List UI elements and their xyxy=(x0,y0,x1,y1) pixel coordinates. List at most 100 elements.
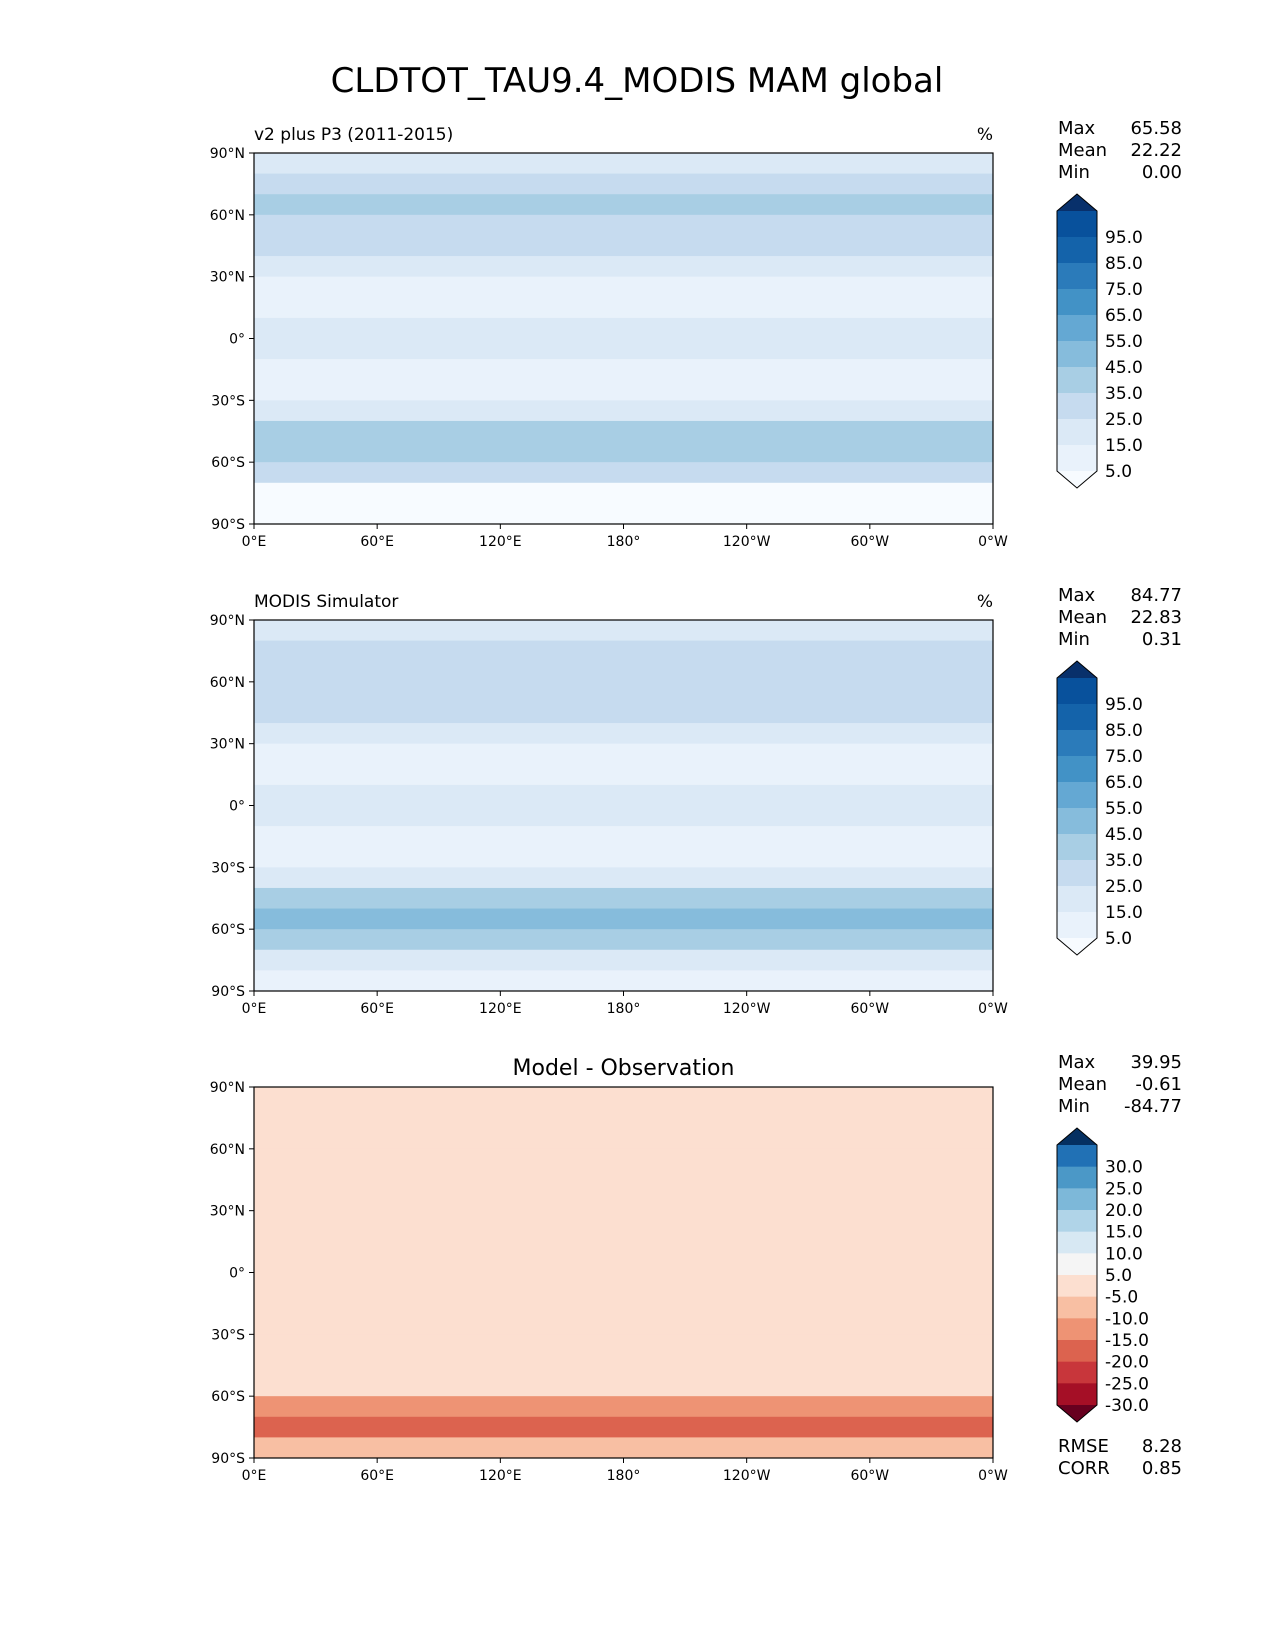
y-tick-label: 60°N xyxy=(210,208,245,224)
colorbar-tick-label: 55.0 xyxy=(1105,799,1143,819)
x-tick-label: 120°W xyxy=(723,1468,771,1484)
stat-label: Max xyxy=(1058,118,1096,139)
colorbar-tick-label: -20.0 xyxy=(1105,1353,1149,1373)
y-tick-label: 0° xyxy=(229,1266,245,1282)
zonal-band xyxy=(254,503,993,524)
colorbar-segment xyxy=(1057,1210,1097,1233)
colorbar-tick-label: -10.0 xyxy=(1105,1309,1149,1329)
colorbar-extend-max xyxy=(1057,661,1097,678)
zonal-band xyxy=(254,867,993,889)
colorbar-outline xyxy=(1056,1127,1098,1423)
zonal-band xyxy=(254,908,993,930)
colorbar-tick-label: 65.0 xyxy=(1105,773,1143,793)
zonal-band xyxy=(254,970,993,991)
colorbar-segment xyxy=(1057,1340,1097,1363)
colorbar-segment xyxy=(1057,886,1097,913)
colorbar-extend-min xyxy=(1057,1405,1097,1422)
colorbar-segment xyxy=(1057,315,1097,342)
colorbar-segment xyxy=(1057,237,1097,264)
stat-label: Mean xyxy=(1058,140,1107,161)
colorbar-tick-label: 65.0 xyxy=(1105,306,1143,326)
zonal-band xyxy=(254,1293,993,1315)
colorbar-tick-label: 30.0 xyxy=(1105,1158,1143,1178)
zonal-band xyxy=(254,482,993,504)
y-tick-label: 90°S xyxy=(211,984,245,1000)
zonal-band xyxy=(254,805,993,827)
stat-value: 0.85 xyxy=(1142,1458,1182,1479)
colorbar-tick-label: 75.0 xyxy=(1105,280,1143,300)
zonal-band xyxy=(254,276,993,298)
zonal-band xyxy=(254,764,993,786)
y-tick-label: 60°S xyxy=(211,922,245,938)
stat-value: 22.22 xyxy=(1130,140,1182,161)
x-tick-label: 0°E xyxy=(242,534,267,550)
colorbar-tick-label: 85.0 xyxy=(1105,721,1143,741)
panel-units: % xyxy=(977,125,993,145)
colorbar-segment xyxy=(1057,1145,1097,1168)
colorbar-tick-label: 5.0 xyxy=(1105,462,1132,482)
colorbar-segment xyxy=(1057,289,1097,316)
colorbar-tick-label: 25.0 xyxy=(1105,1179,1143,1199)
map-field xyxy=(254,153,993,524)
colorbar-segment xyxy=(1057,756,1097,783)
colorbar-segment xyxy=(1057,393,1097,420)
colorbar-segment xyxy=(1057,1361,1097,1384)
zonal-band xyxy=(254,400,993,422)
colorbar-segment xyxy=(1057,367,1097,394)
colorbar-outline xyxy=(1056,193,1098,489)
zonal-band xyxy=(254,317,993,340)
zonal-band xyxy=(254,194,993,216)
stat-value: 0.31 xyxy=(1142,629,1182,650)
colorbar-segment xyxy=(1057,1231,1097,1254)
x-tick-label: 60°W xyxy=(850,534,889,550)
y-tick-label: 30°S xyxy=(211,860,245,876)
y-tick-label: 60°N xyxy=(210,1142,245,1158)
stat-label: RMSE xyxy=(1058,1436,1109,1457)
zonal-band xyxy=(254,441,993,463)
colorbar-extend-max xyxy=(1057,1128,1097,1145)
stat-label: Max xyxy=(1058,585,1096,606)
colorbar-tick-label: 55.0 xyxy=(1105,332,1143,352)
y-tick-label: 0° xyxy=(229,332,245,348)
zonal-band xyxy=(254,723,993,745)
colorbar-segment xyxy=(1057,912,1097,939)
panel-title-left: MODIS Simulator xyxy=(254,592,398,612)
x-tick-label: 120°W xyxy=(723,1001,771,1017)
colorbar-extend-max xyxy=(1057,194,1097,211)
y-tick-label: 30°N xyxy=(210,737,245,753)
colorbar-tick-label: 45.0 xyxy=(1105,358,1143,378)
zonal-band xyxy=(254,1190,993,1212)
panels: v2 plus P3 (2011-2015) % 90°N 60°N 30°N 0° 30°… xyxy=(210,118,1182,1484)
zonal-band xyxy=(254,462,993,484)
colorbar-tick-label: 95.0 xyxy=(1105,695,1143,715)
stat-value: -0.61 xyxy=(1135,1074,1182,1095)
y-tick-label: 30°N xyxy=(210,1204,245,1220)
zonal-band xyxy=(254,1354,993,1377)
zonal-band xyxy=(254,1128,993,1150)
colorbar-segment xyxy=(1057,860,1097,887)
panel-diff: Model - Observation 90°N 60°N 30°N 0° 30°S 60°… xyxy=(210,1052,1182,1484)
x-tick-label: 120°W xyxy=(723,534,771,550)
stat-value: 8.28 xyxy=(1142,1436,1182,1457)
x-tick-label: 60°W xyxy=(850,1468,889,1484)
zonal-band xyxy=(254,214,993,237)
x-tick-label: 0°W xyxy=(978,1001,1008,1017)
y-tick-label: 0° xyxy=(229,799,245,815)
colorbar-segment xyxy=(1057,730,1097,757)
zonal-band xyxy=(254,1107,993,1129)
map-field xyxy=(254,1087,993,1458)
colorbar-segment xyxy=(1057,341,1097,368)
y-tick-label: 90°S xyxy=(211,517,245,533)
map-field xyxy=(254,620,993,991)
zonal-band xyxy=(254,929,993,951)
zonal-band xyxy=(254,826,993,848)
zonal-band xyxy=(254,1231,993,1253)
zonal-band xyxy=(254,1437,993,1458)
x-tick-label: 120°E xyxy=(479,534,522,550)
stat-label: CORR xyxy=(1058,1458,1110,1479)
colorbar-segment xyxy=(1057,1318,1097,1341)
stat-value: 39.95 xyxy=(1130,1052,1182,1073)
zonal-band xyxy=(254,949,993,971)
y-tick-label: 60°S xyxy=(211,1389,245,1405)
